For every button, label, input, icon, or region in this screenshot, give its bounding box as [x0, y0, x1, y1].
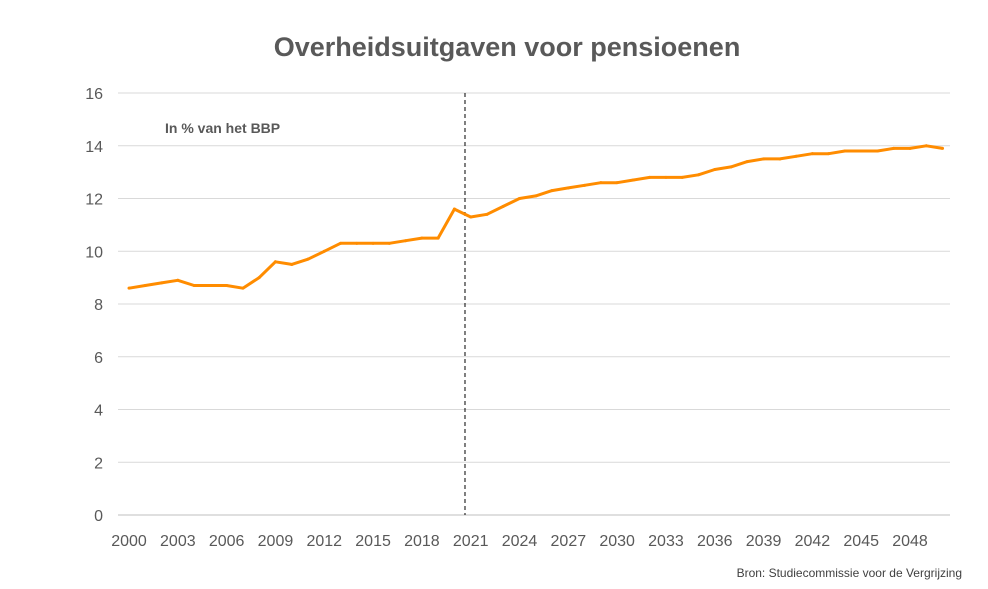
data-point [208, 284, 212, 288]
y-tick-label: 16 [85, 86, 103, 103]
data-point [339, 241, 343, 245]
y-tick-label: 2 [94, 455, 103, 472]
x-tick-label: 2018 [404, 533, 440, 550]
data-point [713, 167, 717, 171]
data-point [827, 152, 831, 156]
x-tick-label: 2012 [306, 533, 342, 550]
data-point [322, 249, 326, 253]
data-point [387, 241, 391, 245]
y-tick-label: 4 [94, 403, 103, 420]
data-point [420, 236, 424, 240]
data-point [941, 146, 945, 150]
x-tick-label: 2027 [551, 533, 587, 550]
data-point [664, 175, 668, 179]
data-point [534, 194, 538, 198]
data-point [892, 146, 896, 150]
x-tick-label: 2039 [746, 533, 782, 550]
data-point [745, 160, 749, 164]
series-line [128, 144, 943, 290]
data-point [355, 241, 359, 245]
data-point [404, 239, 408, 243]
data-point [729, 165, 733, 169]
data-point [306, 257, 310, 261]
data-point [810, 152, 814, 156]
data-point [452, 207, 456, 211]
data-point [469, 215, 473, 219]
data-point [273, 260, 277, 264]
y-tick-label: 0 [94, 508, 103, 525]
data-point [648, 175, 652, 179]
data-point [615, 181, 619, 185]
y-tick-label: 6 [94, 350, 103, 367]
data-point [192, 284, 196, 288]
data-point [762, 157, 766, 161]
x-tick-label: 2042 [795, 533, 831, 550]
data-point [518, 197, 521, 200]
data-point [778, 157, 782, 161]
source-note: Bron: Studiecommissie voor de Vergrijzin… [736, 566, 962, 580]
data-point [794, 154, 798, 158]
data-point [843, 149, 847, 153]
x-tick-label: 2009 [258, 533, 294, 550]
data-point [924, 144, 928, 148]
data-point [225, 284, 229, 288]
y-tick-label: 10 [85, 244, 103, 261]
x-tick-label: 2036 [697, 533, 733, 550]
x-tick-label: 2006 [209, 533, 245, 550]
data-point [241, 286, 245, 290]
data-point [599, 181, 603, 185]
data-point [290, 262, 294, 266]
x-tick-label: 2048 [892, 533, 928, 550]
x-tick-label: 2033 [648, 533, 684, 550]
y-tick-label: 12 [85, 192, 103, 209]
y-tick-label: 14 [85, 139, 103, 156]
data-point [583, 183, 587, 187]
data-point [908, 146, 912, 150]
data-point [160, 281, 164, 285]
data-point [485, 212, 489, 216]
data-point [143, 284, 147, 288]
data-point [631, 178, 635, 182]
data-point [550, 189, 554, 193]
x-tick-label: 2000 [111, 533, 147, 550]
annotation-label: In % van het BBP [165, 120, 280, 136]
data-point [127, 286, 131, 290]
chart-title: Overheidsuitgaven voor pensioenen [273, 32, 741, 62]
data-point [680, 175, 684, 179]
x-tick-label: 2024 [502, 533, 538, 550]
data-point [257, 276, 261, 280]
data-point [696, 173, 700, 177]
x-tick-label: 2003 [160, 533, 196, 550]
data-point [859, 149, 863, 153]
data-point [566, 186, 570, 190]
x-tick-label: 2045 [843, 533, 879, 550]
data-point [176, 278, 180, 282]
x-tick-label: 2030 [599, 533, 635, 550]
y-tick-label: 8 [94, 297, 103, 314]
data-point [436, 236, 440, 240]
data-point [501, 204, 505, 208]
x-tick-label: 2021 [453, 533, 489, 550]
data-point [875, 149, 879, 153]
x-tick-label: 2015 [355, 533, 391, 550]
data-point [371, 241, 375, 245]
